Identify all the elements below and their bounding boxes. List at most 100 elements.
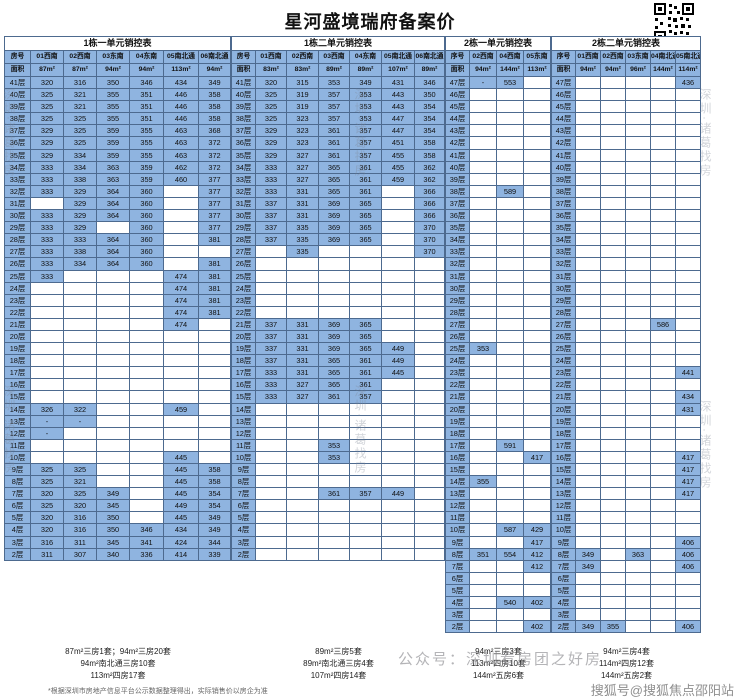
- price-cell: [576, 330, 601, 344]
- price-cell: [130, 415, 164, 428]
- floor-label: 9层: [552, 536, 576, 549]
- price-cell: [256, 464, 287, 477]
- price-cell: 366: [415, 185, 445, 198]
- table-row: 26层 333 334 364 360 381: [5, 258, 231, 271]
- price-cell: [676, 282, 701, 295]
- table-row: 序号 02西南 04西南 05东南: [446, 51, 551, 64]
- price-cell: [576, 246, 601, 259]
- floor-label: 14层: [552, 476, 576, 489]
- price-cell: 361: [319, 125, 350, 138]
- floor-label: 12层: [5, 427, 31, 440]
- price-cell: [64, 355, 97, 368]
- summary-line: 89m²三房5套: [315, 647, 362, 656]
- price-cell: [287, 282, 319, 295]
- floor-label: 39层: [232, 101, 256, 114]
- price-cell: [626, 451, 651, 464]
- table-row: 14层 417: [552, 476, 701, 489]
- price-cell: 553: [497, 77, 524, 90]
- price-cell: [626, 621, 651, 634]
- price-cell: [256, 476, 287, 489]
- table-row: 5层: [232, 512, 445, 525]
- col-header: 05南北通: [382, 51, 415, 64]
- price-cell: [350, 524, 382, 537]
- price-cell: [576, 524, 601, 537]
- price-cell: 333: [31, 210, 64, 223]
- floor-label: 36层: [446, 210, 470, 223]
- price-cell: [576, 113, 601, 126]
- price-cell: [651, 101, 676, 114]
- price-cell: [256, 524, 287, 537]
- price-cell: [576, 185, 601, 198]
- price-cell: 406: [676, 621, 701, 634]
- floor-label: 21层: [5, 318, 31, 331]
- floor-label: 23层: [5, 294, 31, 307]
- table-row: 31层 337 331 369 365 366: [232, 197, 445, 211]
- row-label-header: 序号: [446, 51, 470, 64]
- price-cell: [576, 439, 601, 452]
- price-cell: 337: [256, 197, 287, 211]
- floor-label: 5层: [232, 512, 256, 525]
- floor-label: 15层: [5, 391, 31, 404]
- area-value: 94m²: [601, 64, 626, 77]
- row-label-header: 序号: [552, 51, 576, 64]
- table-row: 19层: [446, 415, 551, 428]
- price-cell: 365: [319, 185, 350, 198]
- table-row: 33层: [446, 246, 551, 259]
- price-cell: 443: [382, 89, 415, 102]
- floor-label: 16层: [232, 379, 256, 392]
- price-cell: 449: [382, 488, 415, 501]
- price-cell: [130, 391, 164, 404]
- price-cell: 364: [97, 258, 130, 271]
- footnote: *根据深圳市房地产信息平台公示数据整理得出，实际销售价以房企为准: [48, 688, 268, 695]
- summary-line: 94m²三房4套: [603, 647, 650, 656]
- price-cell: [470, 258, 497, 271]
- floor-label: 37层: [552, 197, 576, 211]
- price-cell: [470, 101, 497, 114]
- price-cell: 381: [199, 306, 231, 319]
- price-cell: 361: [350, 367, 382, 380]
- floor-label: 11层: [552, 512, 576, 525]
- price-cell: [651, 294, 676, 307]
- price-cell: 417: [676, 476, 701, 489]
- table-row: 29层 333 329 360 377: [5, 222, 231, 235]
- price-cell: 361: [350, 161, 382, 174]
- price-cell: 474: [164, 270, 199, 283]
- price-cell: [651, 89, 676, 102]
- floor-label: 27层: [446, 318, 470, 331]
- area-value: 87m²: [64, 64, 97, 77]
- table-row: 3层: [232, 536, 445, 549]
- price-cell: [287, 415, 319, 428]
- table-row: 面积 87m² 87m² 94m² 94m² 113m² 94m²: [5, 64, 231, 77]
- floor-label: 47层: [446, 77, 470, 90]
- price-cell: [415, 524, 445, 537]
- price-cell: [676, 584, 701, 598]
- price-cell: [470, 488, 497, 501]
- table-row: 21层 434: [552, 391, 701, 404]
- price-cell: [497, 246, 524, 259]
- price-cell: 365: [319, 355, 350, 368]
- price-cell: [651, 210, 676, 223]
- price-cell: [319, 427, 350, 440]
- price-cell: 364: [97, 185, 130, 198]
- price-cell: 355: [470, 476, 497, 489]
- price-cell: [524, 306, 551, 319]
- table-row: 10层 445: [5, 451, 231, 464]
- price-cell: [676, 149, 701, 162]
- price-cell: [31, 391, 64, 404]
- price-cell: [382, 270, 415, 283]
- price-cell: 417: [524, 451, 551, 464]
- price-cell: 331: [287, 355, 319, 368]
- floor-label: 22层: [5, 306, 31, 319]
- price-cell: [576, 512, 601, 525]
- table-row: 25层: [552, 343, 701, 356]
- price-cell: 351: [130, 101, 164, 114]
- table-row: 面积 94m² 94m² 96m² 144m² 114m²: [552, 64, 701, 77]
- price-cell: 358: [415, 137, 445, 150]
- price-cell: 358: [199, 101, 231, 114]
- floor-label: 38层: [5, 113, 31, 126]
- table-row: 30层: [552, 282, 701, 295]
- price-cell: [470, 270, 497, 283]
- table-group-2: 1栋二单元销控表 房号 01西南 02西南 03西南 04东南 05南北通 06南北通 面积 83…: [231, 36, 445, 680]
- price-cell: [470, 439, 497, 452]
- price-cell: 369: [319, 234, 350, 247]
